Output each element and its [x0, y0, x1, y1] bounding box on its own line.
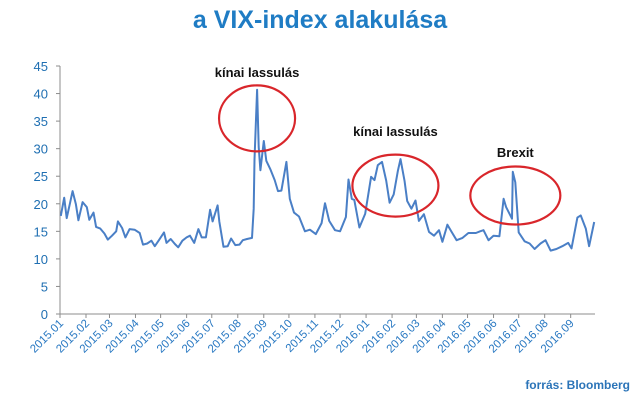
vix-series-line: [59, 88, 596, 252]
x-axis: 2015.012015.022015.032015.042015.052015.…: [28, 313, 595, 356]
annotation-label: kínai lassulás: [215, 65, 300, 80]
y-axis: 0 5 10 15 20 25 30 35 40 45: [34, 59, 61, 322]
y-tick-label: 15: [34, 224, 48, 239]
y-tick-label: 20: [34, 197, 48, 212]
y-tick-label: 45: [34, 59, 48, 74]
y-tick-label: 10: [34, 252, 48, 267]
y-tick-label: 40: [34, 87, 48, 102]
annotation-label: kínai lassulás: [353, 124, 438, 139]
y-tick-label: 0: [41, 307, 48, 322]
y-tick-label: 35: [34, 114, 48, 129]
y-tick-label: 30: [34, 142, 48, 157]
annotation-layer: kínai lassulás kínai lassulás Brexit: [215, 65, 562, 226]
chart-title: a VIX-index alakulása: [192, 6, 448, 34]
source-note: forrás: Bloomberg: [525, 378, 630, 392]
annotation-label: Brexit: [497, 145, 535, 160]
series-layer: [59, 88, 596, 252]
y-tick-label: 5: [41, 279, 48, 294]
y-tick-label: 25: [34, 169, 48, 184]
highlight-circle: [469, 165, 562, 226]
highlight-circle: [351, 153, 440, 218]
highlight-circle: [217, 84, 297, 153]
